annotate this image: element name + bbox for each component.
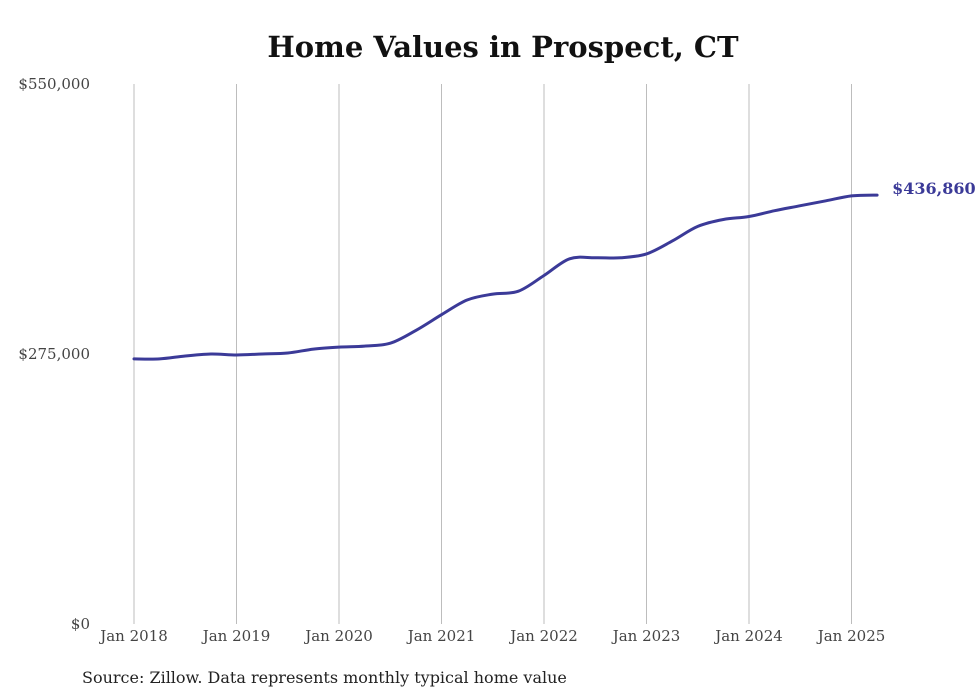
chart-title: Home Values in Prospect, CT <box>267 30 739 64</box>
x-tick-label: Jan 2025 <box>816 627 886 645</box>
x-tick-label: Jan 2022 <box>508 627 578 645</box>
end-value-label: $436,860 <box>892 179 976 198</box>
y-tick-label: $0 <box>71 615 90 633</box>
series-line <box>132 193 879 361</box>
y-tick-label: $550,000 <box>18 75 90 93</box>
x-tick-label: Jan 2021 <box>406 627 476 645</box>
x-tick-label: Jan 2020 <box>303 627 373 645</box>
x-tick-label: Jan 2024 <box>713 627 783 645</box>
x-tick-label: Jan 2023 <box>611 627 681 645</box>
source-note: Source: Zillow. Data represents monthly … <box>82 668 567 687</box>
x-tick-label: Jan 2018 <box>98 627 168 645</box>
y-tick-label: $275,000 <box>18 345 90 363</box>
x-tick-label: Jan 2019 <box>201 627 271 645</box>
